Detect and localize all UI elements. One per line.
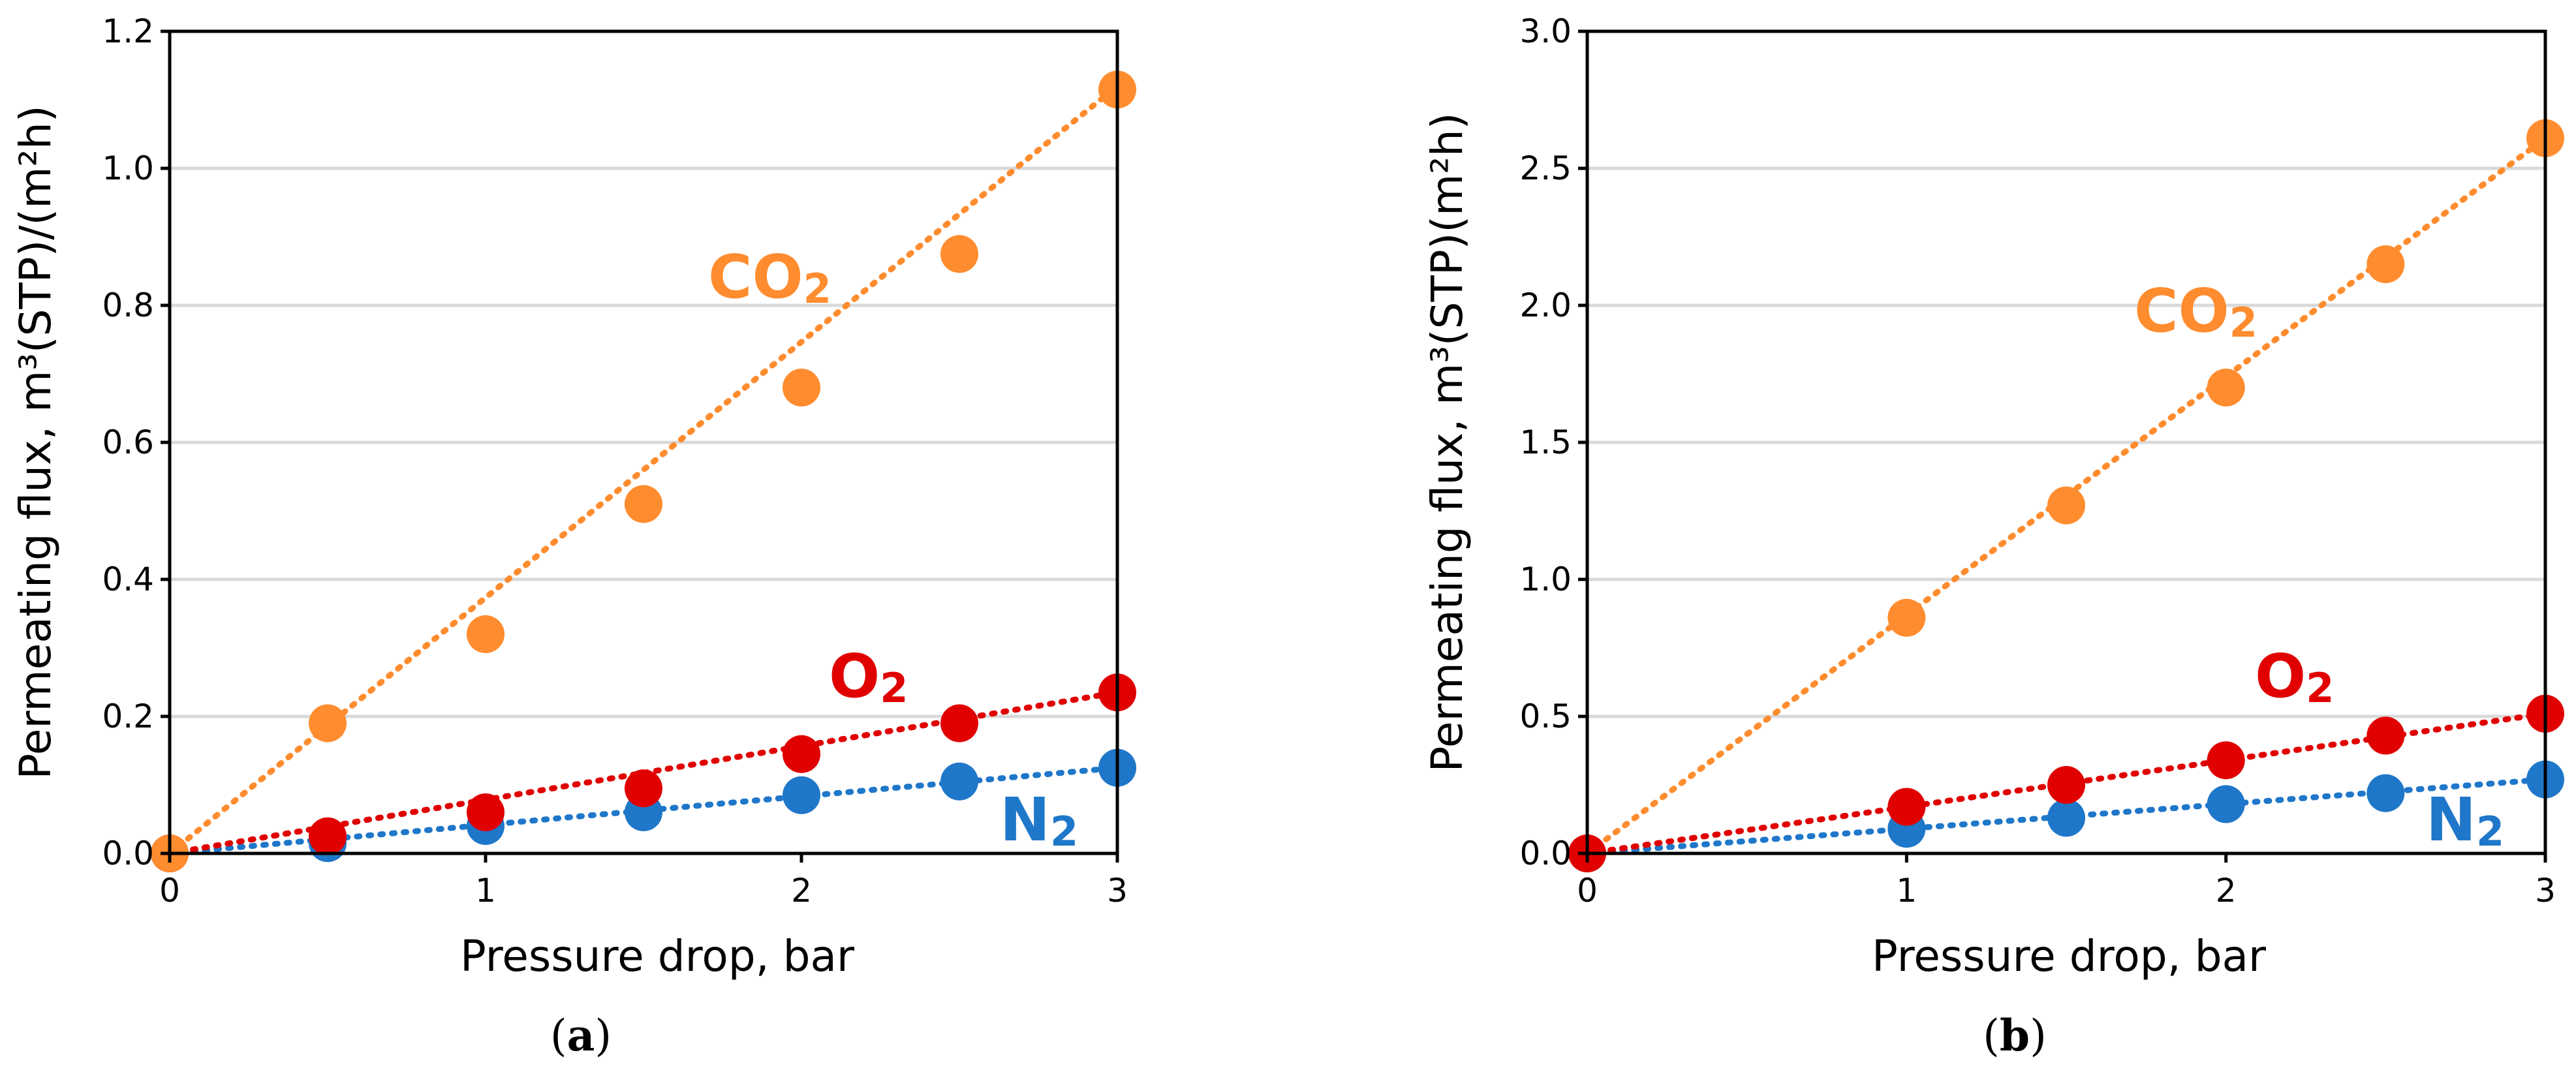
y-tick-label: 1.5: [1519, 423, 1572, 461]
point-co2: [467, 615, 504, 653]
point-n2: [2047, 799, 2085, 837]
point-co2: [625, 485, 662, 523]
x-tick-label: 2: [791, 872, 812, 910]
y-tick-label: 2.5: [1519, 149, 1572, 187]
x-axis-title-a: Pressure drop, bar: [460, 931, 855, 981]
point-n2: [783, 776, 820, 814]
y-axis-title-b: Permeating flux, m³(STP)(m²h): [1422, 112, 1472, 772]
point-o2: [940, 704, 978, 743]
y-tick-label: 2.0: [1519, 286, 1572, 324]
x-tick-label: 3: [2535, 872, 2556, 910]
x-tick-label: 3: [1107, 872, 1128, 910]
y-tick-label: 0.0: [1519, 835, 1572, 872]
y-tick-label: 1.2: [102, 12, 154, 50]
point-o2: [783, 735, 820, 773]
y-axis-title-a: Permeating flux, m³(STP)/(m²h): [10, 105, 61, 779]
y-tick-label: 0.5: [1519, 697, 1572, 735]
y-tick-label: 1.0: [102, 149, 154, 187]
y-tick-label: 0.2: [102, 697, 154, 735]
y-tick-label: 0.4: [102, 560, 154, 598]
y-tick-label: 0.6: [102, 423, 154, 461]
point-o2: [1887, 788, 1926, 826]
point-o2: [467, 793, 504, 831]
point-co2: [309, 704, 347, 743]
series-label-co2: CO2: [2134, 276, 2258, 346]
point-co2: [2207, 369, 2245, 406]
y-tick-label: 0.8: [102, 286, 154, 324]
series-label-o2: O2: [829, 641, 908, 712]
point-co2: [1887, 598, 1926, 637]
x-tick-label: 0: [159, 872, 180, 910]
point-o2: [625, 769, 662, 808]
x-tick-label: 1: [475, 872, 496, 910]
series-label-co2: CO2: [708, 242, 831, 313]
trendline-co2: [166, 83, 1121, 857]
series-label-o2: O2: [2255, 641, 2334, 712]
point-o2: [2367, 716, 2405, 755]
y-tick-label: 0.0: [102, 835, 154, 872]
point-o2: [309, 817, 347, 855]
x-axis-title-b: Pressure drop, bar: [1872, 931, 2267, 981]
point-n2: [940, 762, 978, 801]
y-tick-label: 1.0: [1519, 560, 1572, 598]
point-co2: [2367, 245, 2405, 283]
point-o2: [2047, 766, 2085, 804]
y-tick-label: 3.0: [1519, 12, 1572, 50]
x-tick-label: 2: [2216, 872, 2237, 910]
point-n2: [2367, 774, 2405, 812]
series-label-n2: N2: [2426, 785, 2504, 855]
x-tick-label: 0: [1577, 872, 1598, 910]
point-n2: [2207, 785, 2245, 823]
chart-panel-b: 0.0 0.5 1.0 1.5 2.0 2.5 3.0 0 1 2 3 Pressure drop,…: [1422, 12, 2564, 1061]
panel-label-b: (b): [1983, 1010, 2047, 1061]
chart-panel-a: 0.0 0.2 0.4 0.6 0.8 1.0 1.2 0 1 2 3 Pressure drop,…: [10, 12, 1136, 1061]
x-tick-label: 1: [1896, 872, 1917, 910]
series-label-n2: N2: [1000, 785, 1078, 855]
point-co2: [2047, 486, 2085, 525]
point-co2: [940, 235, 978, 273]
point-o2: [2207, 741, 2245, 780]
point-co2: [783, 369, 820, 406]
panel-label-a: (a): [550, 1010, 612, 1061]
